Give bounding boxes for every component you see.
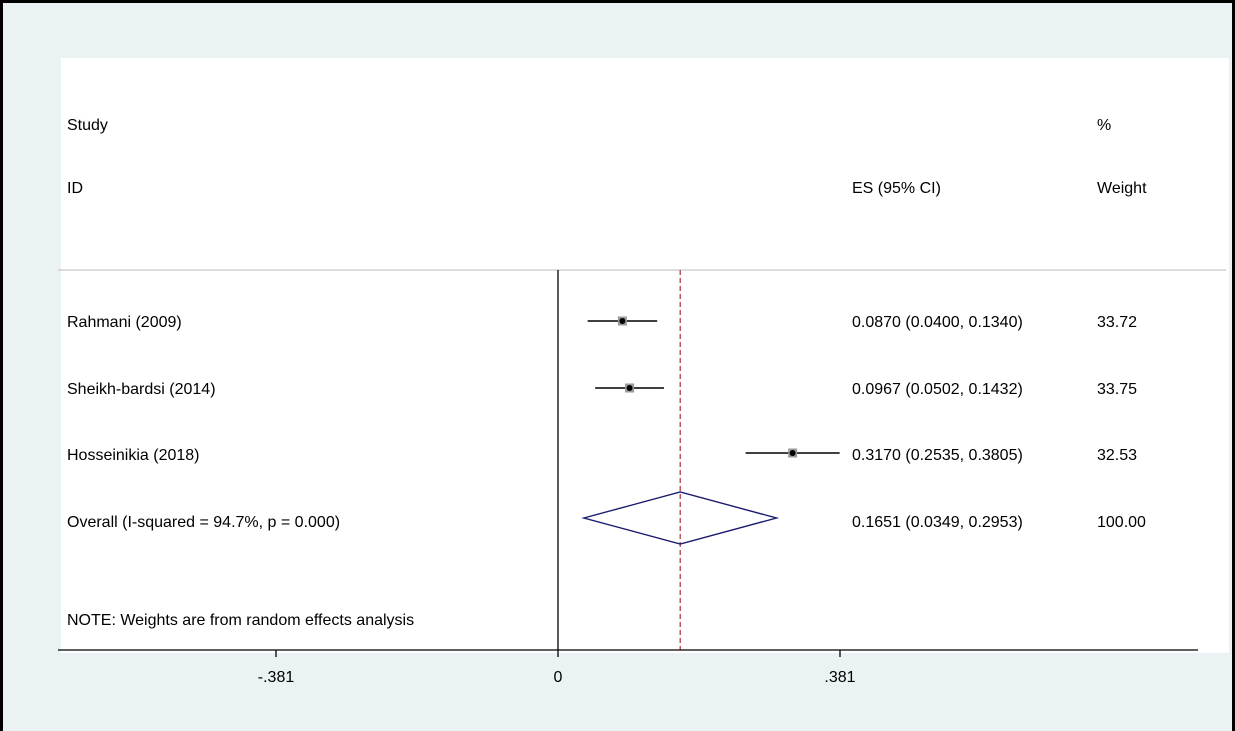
es-ci-label: 0.3170 (0.2535, 0.3805) [852, 447, 1023, 464]
overall-weight-value: 100.00 [1097, 514, 1146, 531]
overall-row: Overall (I-squared = 94.7%, p = 0.000) 0… [67, 491, 1146, 545]
x-tick-label: 0 [554, 669, 563, 686]
point-estimate [619, 318, 626, 324]
id-header: ID [67, 180, 83, 197]
study-name: Sheikh-bardsi (2014) [67, 381, 216, 398]
weight-value: 33.72 [1097, 314, 1137, 331]
weight-value: 33.75 [1097, 381, 1137, 398]
x-tick-label: -.381 [258, 669, 295, 686]
es-header: ES (95% CI) [852, 180, 941, 197]
study-row: Rahmani (2009) 0.0870 (0.0400, 0.1340) 3… [67, 314, 1137, 331]
percent-header: % [1097, 117, 1111, 134]
x-tick-label: .381 [824, 669, 855, 686]
weight-value: 32.53 [1097, 447, 1137, 464]
plot-area [61, 58, 1229, 653]
es-ci-label: 0.0967 (0.0502, 0.1432) [852, 381, 1023, 398]
study-name: Rahmani (2009) [67, 314, 182, 331]
overall-label: Overall (I-squared = 94.7%, p = 0.000) [67, 514, 340, 531]
note-text: NOTE: Weights are from random effects an… [67, 612, 414, 629]
overall-diamond [581, 491, 780, 545]
es-ci-label: 0.0870 (0.0400, 0.1340) [852, 314, 1023, 331]
weight-header: Weight [1097, 180, 1147, 197]
point-estimate [626, 385, 633, 391]
study-row: Sheikh-bardsi (2014) 0.0967 (0.0502, 0.1… [67, 381, 1137, 398]
x-axis-ticks: -.381 0 .381 [258, 650, 856, 686]
study-name: Hosseinikia (2018) [67, 447, 200, 464]
point-estimate [789, 450, 796, 456]
study-row: Hosseinikia (2018) 0.3170 (0.2535, 0.380… [67, 447, 1137, 464]
study-header: Study [67, 117, 108, 134]
overall-es-ci-label: 0.1651 (0.0349, 0.2953) [852, 514, 1023, 531]
